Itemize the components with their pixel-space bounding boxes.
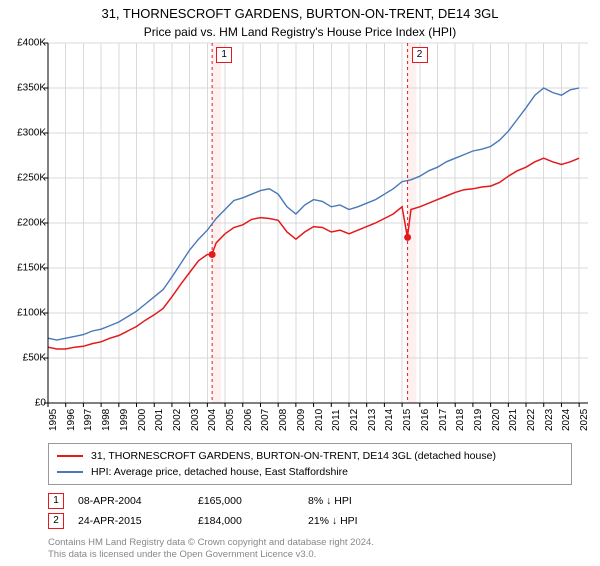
x-tick-label: 2002: [172, 409, 183, 431]
legend-swatch-2: [57, 471, 83, 473]
sale-price: £165,000: [198, 495, 308, 507]
y-tick-label: £150K: [2, 262, 46, 273]
sale-date: 08-APR-2004: [78, 495, 198, 507]
x-tick-label: 2011: [331, 409, 342, 431]
x-tick-label: 2021: [508, 409, 519, 431]
y-tick-label: £200K: [2, 217, 46, 228]
page-container: 31, THORNESCROFT GARDENS, BURTON-ON-TREN…: [0, 6, 600, 566]
x-tick-label: 2006: [243, 409, 254, 431]
chart-title: 31, THORNESCROFT GARDENS, BURTON-ON-TREN…: [0, 6, 600, 23]
x-tick-label: 1998: [101, 409, 112, 431]
y-tick-label: £350K: [2, 82, 46, 93]
x-tick-label: 2025: [579, 409, 590, 431]
legend-box: 31, THORNESCROFT GARDENS, BURTON-ON-TREN…: [48, 443, 572, 485]
x-tick-label: 2024: [561, 409, 572, 431]
x-tick-label: 2008: [278, 409, 289, 431]
x-axis-labels: 1995 1996 1997 1998 1999 2000 2001 2002 2003 2004…: [48, 403, 588, 437]
sale-price: £184,000: [198, 515, 308, 527]
x-tick-label: 1999: [119, 409, 130, 431]
y-axis-labels: £0£50K£100K£150K£200K£250K£300K£350K£400…: [2, 43, 46, 403]
x-tick-label: 2019: [473, 409, 484, 431]
sale-marker-label: 2: [412, 47, 428, 63]
x-tick-label: 2010: [314, 409, 325, 431]
x-tick-label: 2009: [296, 409, 307, 431]
x-tick-label: 2012: [349, 409, 360, 431]
y-tick-label: £0: [2, 397, 46, 408]
footer-line-2: This data is licensed under the Open Gov…: [48, 549, 572, 561]
sales-table-row: 1 08-APR-2004£165,0008% ↓ HPI: [48, 491, 572, 511]
sale-marker-label: 1: [216, 47, 232, 63]
x-tick-label: 2018: [455, 409, 466, 431]
x-tick-label: 1996: [66, 409, 77, 431]
x-tick-label: 2016: [420, 409, 431, 431]
legend-row-2: HPI: Average price, detached house, East…: [57, 464, 563, 480]
sale-marker-number: 2: [48, 513, 64, 529]
y-tick-label: £250K: [2, 172, 46, 183]
x-tick-label: 2017: [438, 409, 449, 431]
chart-subtitle: Price paid vs. HM Land Registry's House …: [0, 25, 600, 39]
footer-line-1: Contains HM Land Registry data © Crown c…: [48, 537, 572, 549]
sale-delta: 21% ↓ HPI: [308, 515, 358, 527]
legend-label-1: 31, THORNESCROFT GARDENS, BURTON-ON-TREN…: [91, 450, 496, 462]
x-tick-label: 2001: [154, 409, 165, 431]
x-tick-label: 1997: [83, 409, 94, 431]
x-tick-label: 2007: [260, 409, 271, 431]
chart-svg: [48, 43, 588, 403]
x-tick-label: 1995: [48, 409, 59, 431]
x-tick-label: 2022: [526, 409, 537, 431]
sales-table-row: 2 24-APR-2015£184,00021% ↓ HPI: [48, 511, 572, 531]
y-tick-label: £100K: [2, 307, 46, 318]
x-tick-label: 2005: [225, 409, 236, 431]
legend-swatch-1: [57, 455, 83, 457]
x-tick-label: 2003: [190, 409, 201, 431]
legend-label-2: HPI: Average price, detached house, East…: [91, 466, 348, 478]
sale-delta: 8% ↓ HPI: [308, 495, 352, 507]
x-tick-label: 2015: [402, 409, 413, 431]
y-tick-label: £300K: [2, 127, 46, 138]
x-tick-label: 2004: [207, 409, 218, 431]
sale-marker-number: 1: [48, 493, 64, 509]
x-tick-label: 2020: [491, 409, 502, 431]
x-tick-label: 2023: [544, 409, 555, 431]
x-tick-label: 2014: [384, 409, 395, 431]
footer-text: Contains HM Land Registry data © Crown c…: [48, 537, 572, 561]
y-tick-label: £400K: [2, 37, 46, 48]
y-tick-label: £50K: [2, 352, 46, 363]
chart-area: £0£50K£100K£150K£200K£250K£300K£350K£400…: [48, 43, 588, 403]
sale-date: 24-APR-2015: [78, 515, 198, 527]
legend-row-1: 31, THORNESCROFT GARDENS, BURTON-ON-TREN…: [57, 448, 563, 464]
x-tick-label: 2013: [367, 409, 378, 431]
sales-table: 1 08-APR-2004£165,0008% ↓ HPI 2 24-APR-2015…: [48, 491, 572, 531]
x-tick-label: 2000: [137, 409, 148, 431]
